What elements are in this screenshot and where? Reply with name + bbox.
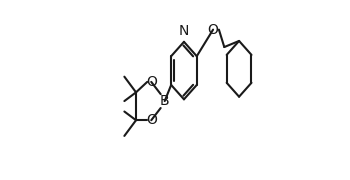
Text: O: O bbox=[146, 113, 157, 127]
Text: N: N bbox=[179, 24, 189, 38]
Text: B: B bbox=[160, 94, 169, 108]
Text: O: O bbox=[208, 23, 218, 37]
Text: O: O bbox=[146, 75, 157, 89]
